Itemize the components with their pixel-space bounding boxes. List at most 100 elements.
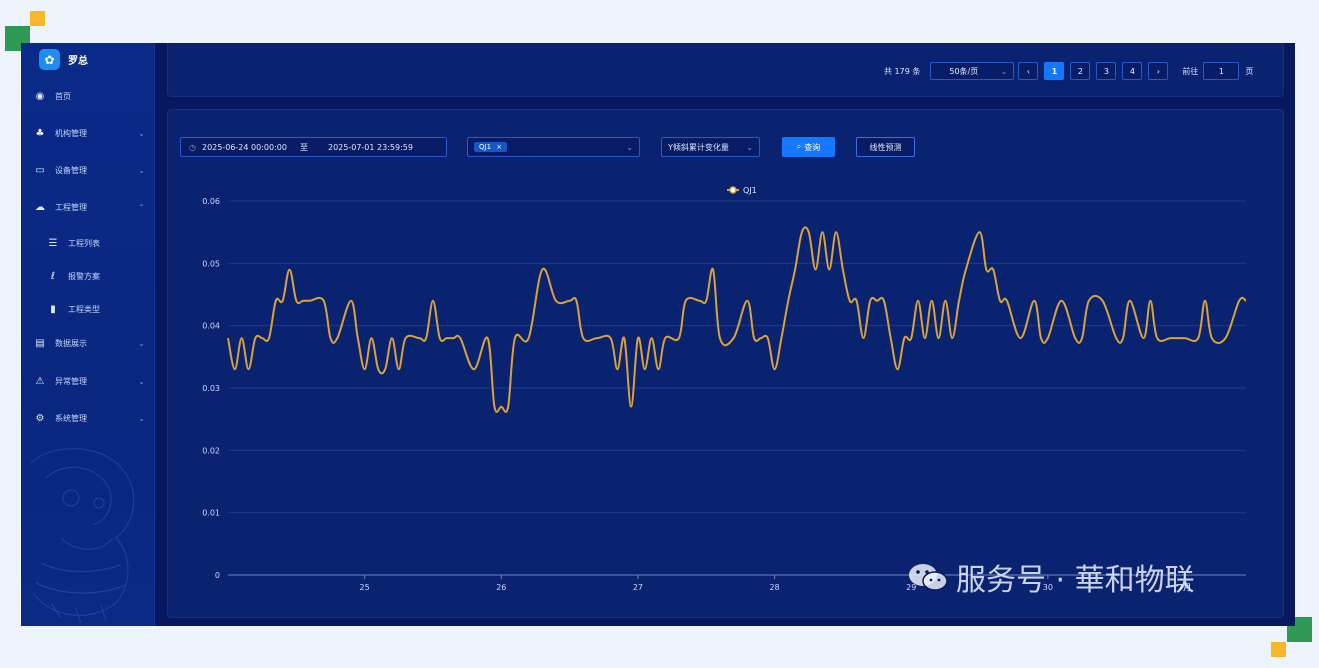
sidebar-item-2[interactable]: ▭ 设备管理 ⌄ — [33, 160, 145, 180]
x-tick-label: 29 — [906, 583, 916, 592]
page-button-2[interactable]: 2 — [1070, 62, 1091, 80]
dashboard-icon: ◉ — [35, 90, 45, 102]
sidebar-item-1[interactable]: ♣ 机构管理 ⌄ — [33, 123, 145, 143]
page-button-3[interactable]: 3 — [1096, 62, 1117, 80]
goto-suffix: 页 — [1245, 66, 1254, 76]
sidebar-item-4[interactable]: ☰ 工程列表 — [46, 233, 145, 253]
page-size-value: 50条/页 — [949, 66, 979, 76]
gear-icon: ⚙ — [35, 412, 45, 424]
range-separator: 至 — [299, 142, 308, 152]
brand-name: 罗总 — [68, 56, 88, 67]
x-tick-label: 28 — [769, 583, 779, 592]
wechat-watermark: 服务号 · 華和物联 — [908, 555, 1195, 599]
close-icon[interactable]: × — [496, 143, 503, 151]
y-tick-label: 0 — [215, 571, 220, 580]
x-tick-label: 25 — [360, 583, 370, 592]
sidebar-item-label: 工程类型 — [68, 304, 100, 314]
prev-page-button[interactable]: ‹ — [1018, 62, 1039, 80]
sidebar-item-5[interactable]: ℓ 报警方案 — [46, 266, 145, 286]
sidebar-item-label: 系统管理 — [55, 413, 87, 423]
chevron-down-icon: ⌄ — [746, 142, 753, 152]
sidebar-item-label: 工程列表 — [68, 238, 100, 248]
goto-page-input[interactable]: 1 — [1203, 62, 1240, 80]
alarm-plan-icon: ℓ — [50, 270, 56, 282]
chevron-left-icon: ‹ — [1026, 66, 1030, 76]
sidebar-item-6[interactable]: ▮ 工程类型 — [46, 299, 145, 319]
sidebar-item-label: 首页 — [55, 91, 71, 101]
sidebar: ✿ 罗总 ◉ 首页 ♣ 机构管理 ⌄ ▭ 设备管理 ⌄ ☁ 工程管理 ⌃ ☰ 工程列表 ℓ 报警方案 ▮ 工程类… — [21, 43, 155, 626]
chevron-right-icon: › — [1156, 66, 1160, 76]
goto-page-value: 1 — [1218, 66, 1224, 76]
x-tick-label: 7月 — [1178, 583, 1192, 592]
chevron-up-icon: ⌃ — [138, 202, 145, 212]
sidebar-item-7[interactable]: ▤ 数据展示 ⌄ — [33, 333, 145, 353]
page-button-1[interactable]: 1 — [1044, 62, 1065, 80]
cloud-icon: ☁ — [35, 201, 45, 213]
legend-marker — [729, 186, 737, 194]
y-tick-label: 0.03 — [202, 384, 220, 393]
sidebar-item-3[interactable]: ☁ 工程管理 ⌃ — [33, 197, 145, 217]
total-count: 共 179 条 — [884, 66, 921, 76]
chevron-down-icon: ⌄ — [138, 376, 145, 386]
search-icon: ⌕ — [796, 142, 802, 151]
wechat-icon — [908, 562, 948, 592]
brand[interactable]: ✿ 罗总 — [39, 49, 88, 70]
date-range-picker[interactable]: ◷ 2025-06-24 00:00:00 至 2025-07-01 23:59… — [180, 137, 447, 157]
y-tick-label: 0.02 — [202, 446, 220, 455]
query-button[interactable]: ⌕ 查询 — [782, 137, 835, 157]
chevron-down-icon: ⌄ — [138, 338, 145, 348]
series-line-QJ1 — [227, 226, 1247, 413]
chevron-down-icon: ⌄ — [626, 142, 633, 152]
y-tick-label: 0.05 — [202, 259, 220, 268]
chevron-down-icon: ⌄ — [138, 128, 145, 138]
query-label: 查询 — [804, 142, 821, 152]
chevron-down-icon: ⌄ — [138, 165, 145, 175]
sidebar-item-0[interactable]: ◉ 首页 — [33, 86, 145, 106]
sidebar-item-label: 异常管理 — [55, 376, 87, 386]
sidebar-item-8[interactable]: ⚠ 异常管理 ⌄ — [33, 371, 145, 391]
sidebar-item-label: 报警方案 — [68, 271, 100, 281]
next-page-button[interactable]: › — [1148, 62, 1169, 80]
linear-predict-button[interactable]: 线性预测 — [856, 137, 915, 157]
y-tick-label: 0.01 — [202, 509, 220, 518]
corner-square-orange-tl — [30, 11, 45, 26]
sidebar-item-label: 设备管理 — [55, 165, 87, 175]
sidebar-item-label: 工程管理 — [55, 202, 87, 212]
chart-panel — [167, 109, 1284, 618]
bar-type-icon: ▮ — [50, 303, 56, 315]
metric-value: Y倾斜累计变化量 — [668, 142, 729, 152]
goto-label: 前往 — [1182, 66, 1199, 76]
warning-icon: ⚠ — [35, 375, 45, 387]
y-tick-label: 0.04 — [202, 322, 220, 331]
device-tag[interactable]: QJ1 × — [474, 142, 508, 152]
x-tick-label: 26 — [496, 583, 506, 592]
y-tick-label: 0.06 — [202, 197, 220, 206]
corner-square-orange-br — [1271, 642, 1286, 657]
page-button-4[interactable]: 4 — [1122, 62, 1143, 80]
watermark-text: 服务号 · 華和物联 — [956, 563, 1195, 598]
app-window: ✿ 罗总 ◉ 首页 ♣ 机构管理 ⌄ ▭ 设备管理 ⌄ ☁ 工程管理 ⌃ ☰ 工程列表 ℓ 报警方案 ▮ 工程类… — [21, 43, 1295, 626]
lion-watermark-icon — [30, 448, 135, 624]
metric-select[interactable]: Y倾斜累计变化量 ⌄ — [661, 137, 760, 157]
sidebar-item-9[interactable]: ⚙ 系统管理 ⌄ — [33, 408, 145, 428]
line-chart: 0.06 0.05 0.04 0.03 0.02 0.01 0 25 26 27 28 29 30 7月 Q… — [202, 186, 1247, 592]
data-display-icon: ▤ — [35, 337, 45, 349]
x-tick-label: 30 — [1043, 583, 1053, 592]
device-select[interactable]: QJ1 × ⌄ — [467, 137, 640, 157]
chevron-down-icon: ⌄ — [1000, 66, 1008, 76]
predict-label: 线性预测 — [869, 142, 902, 152]
legend-label: QJ1 — [743, 186, 757, 195]
list-icon: ☰ — [48, 237, 58, 249]
clock-icon: ◷ — [189, 142, 196, 152]
sidebar-item-label: 机构管理 — [55, 128, 87, 138]
x-tick-label: 27 — [633, 583, 643, 592]
chevron-down-icon: ⌄ — [138, 413, 145, 423]
device-tag-label: QJ1 — [479, 143, 492, 151]
monitor-icon: ▭ — [35, 164, 45, 176]
page-size-select[interactable]: 50条/页 ⌄ — [930, 62, 1015, 80]
end-time: 2025-07-01 23:59:59 — [327, 142, 413, 152]
sidebar-item-label: 数据展示 — [55, 338, 87, 348]
org-tree-icon: ♣ — [35, 127, 45, 139]
